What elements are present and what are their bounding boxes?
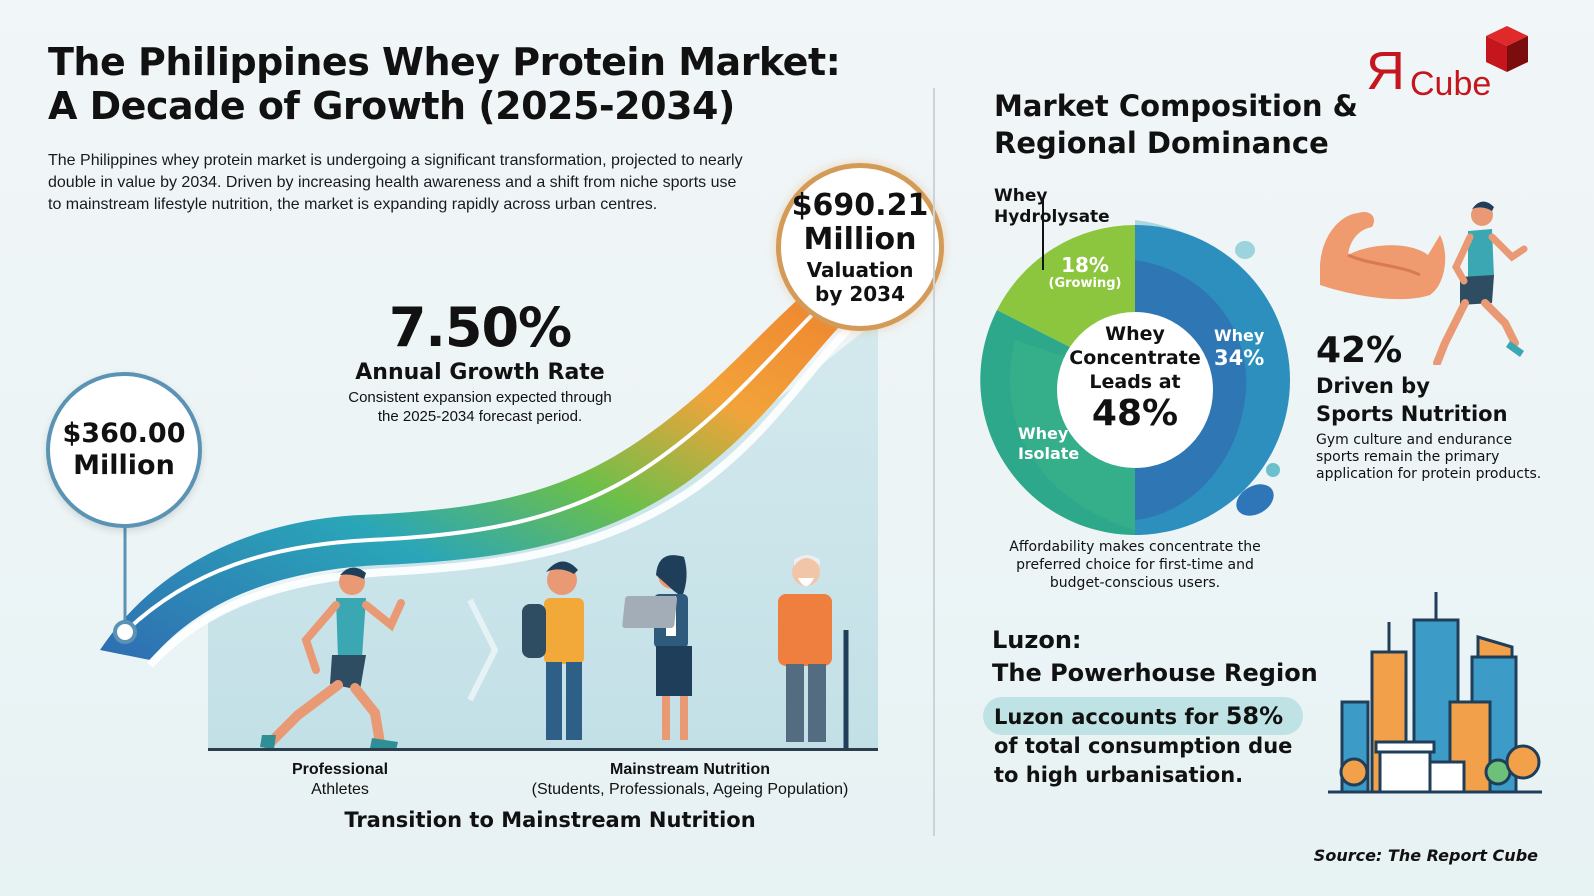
start-value-badge: $360.00 Million (46, 372, 202, 528)
runner-icon (1433, 201, 1528, 365)
report-cube-logo: Я Cube (1366, 24, 1536, 104)
flexed-arm-icon (1320, 211, 1446, 300)
composition-donut-chart (980, 200, 1290, 535)
hydrolysate-name-2: Hydrolysate (994, 207, 1110, 227)
isolate-label: Whey Isolate (1018, 424, 1079, 464)
vertical-divider (933, 88, 935, 836)
composition-title-1: Market Composition & (994, 89, 1358, 123)
growth-curve-graphic (100, 280, 878, 750)
logo-mark: Я (1366, 41, 1405, 101)
concentrate-pct: 48% (1091, 393, 1179, 434)
segment-right-bold: Mainstream Nutrition (609, 761, 770, 778)
luzon-title-2: The Powerhouse Region (992, 659, 1318, 687)
segment-left-rest: Athletes (311, 781, 369, 798)
sports-illustration (1320, 201, 1528, 365)
logo-text: Cube (1410, 65, 1492, 103)
title-line-2: A Decade of Growth (2025-2034) (48, 84, 735, 128)
cube-icon (1486, 26, 1528, 72)
center-line-1: Whey (1105, 323, 1165, 345)
composition-title-2: Regional Dominance (994, 126, 1329, 160)
elderly-figure (778, 555, 849, 748)
luzon-statement: Luzon accounts for 58% of total consumpt… (994, 702, 1314, 790)
title-line-1: The Philippines Whey Protein Market: (48, 40, 841, 84)
sports-title-2: Sports Nutrition (1316, 402, 1508, 426)
professional-figure (622, 555, 692, 740)
cagr-value: 7.50% (388, 296, 572, 359)
cagr-desc-1: Consistent expansion expected through (348, 389, 612, 406)
luzon-pct: 58% (1225, 702, 1284, 730)
isolate-line-2: Isolate (1018, 444, 1080, 463)
hydrolysate-share: 18% (Growing) (1040, 254, 1130, 291)
end-value-badge: $690.21 Million Valuation by 2034 (776, 163, 944, 331)
composition-title: Market Composition & Regional Dominance (994, 88, 1374, 162)
end-caption-2: by 2034 (815, 282, 905, 306)
cagr-desc-2: the 2025-2034 forecast period. (377, 408, 583, 425)
concentrate-center-label: Whey Concentrate Leads at 48% (1060, 322, 1210, 434)
whey34-name: Whey (1214, 326, 1265, 345)
center-line-3: Leads at (1089, 371, 1181, 393)
hydrolysate-name-1: Whey (994, 186, 1048, 206)
end-unit: Million (803, 222, 917, 257)
luzon-text-a: Luzon accounts for (994, 705, 1226, 729)
cagr-label: Annual Growth Rate (355, 360, 605, 385)
luzon-title-1: Luzon: (992, 626, 1082, 654)
luzon-title: Luzon: The Powerhouse Region (992, 624, 1318, 690)
hydrolysate-note: (Growing) (1048, 276, 1122, 291)
student-figure (522, 561, 584, 740)
start-unit: Million (73, 450, 175, 481)
segment-right-rest: (Students, Professionals, Ageing Populat… (531, 781, 849, 798)
segment-professional-athletes: Professional Athletes (240, 760, 440, 800)
page-title: The Philippines Whey Protein Market: A D… (48, 40, 868, 128)
center-line-2: Concentrate (1069, 347, 1201, 369)
sports-title: Driven by Sports Nutrition (1316, 372, 1508, 428)
start-value: $360.00 (62, 418, 186, 449)
end-value: $690.21 (791, 188, 929, 223)
whey34-pct: 34% (1214, 346, 1265, 370)
whey-34-label: Whey 34% (1214, 326, 1264, 370)
transition-caption: Transition to Mainstream Nutrition (344, 808, 756, 832)
segment-left-bold: Professional (291, 761, 389, 778)
source-attribution: Source: The Report Cube (1313, 846, 1538, 865)
affordability-note: Affordability makes concentrate the pref… (1009, 539, 1261, 591)
sports-description: Gym culture and endurance sports remain … (1316, 432, 1542, 482)
sports-title-1: Driven by (1316, 374, 1430, 398)
timeline-baseline (208, 748, 878, 751)
city-skyline-icon (1328, 592, 1542, 794)
intro-paragraph: The Philippines whey protein market is u… (48, 152, 743, 213)
hydrolysate-label: Whey Hydrolysate (994, 186, 1110, 228)
end-caption-1: Valuation (806, 258, 914, 282)
segment-mainstream-nutrition: Mainstream Nutrition (Students, Professi… (480, 760, 900, 800)
luzon-highlight-pill (983, 697, 1303, 735)
luzon-text-b: of total consumption due to high urbanis… (994, 734, 1293, 787)
hydrolysate-pct: 18% (1061, 253, 1109, 277)
runner-figure (260, 567, 405, 750)
isolate-line-1: Whey (1018, 424, 1069, 443)
sports-share-pct: 42% (1316, 330, 1403, 371)
cagr-block: 7.50% Annual Growth Rate Consistent expa… (320, 298, 640, 426)
